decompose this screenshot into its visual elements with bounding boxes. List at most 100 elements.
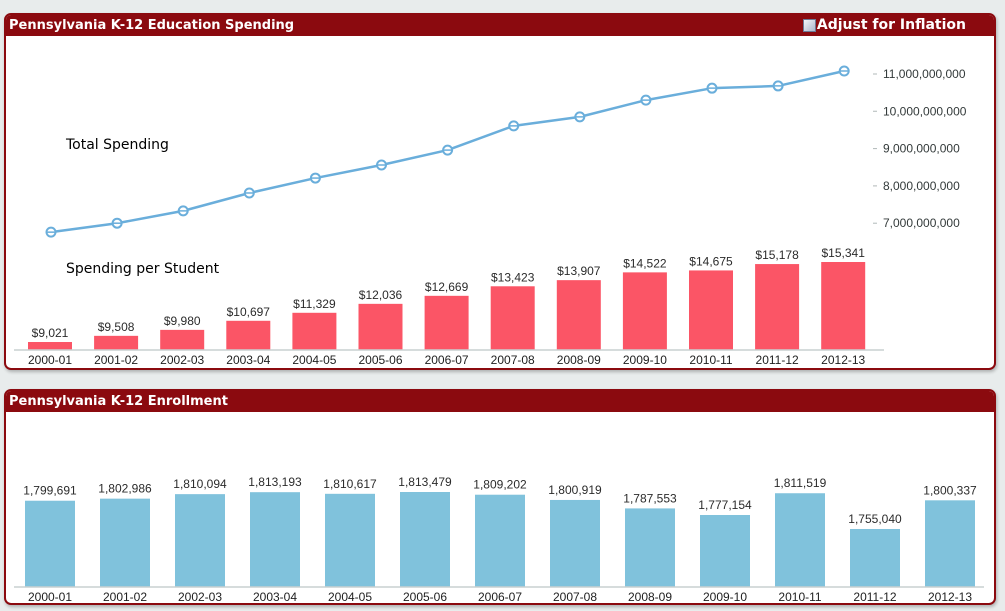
enrollment-data-label: 1,777,154 — [698, 498, 752, 512]
enrollment-category-label: 2004-05 — [328, 590, 372, 603]
enrollment-bar — [25, 500, 75, 587]
spending-per-student-data-label: $9,508 — [98, 320, 135, 334]
enrollment-data-label: 1,755,040 — [848, 512, 902, 526]
enrollment-bars: 1,799,691 1,802,986 1,810,094 1,813,193 1,81… — [23, 475, 977, 587]
spending-category-label: 2011-12 — [756, 353, 799, 367]
spending-per-student-bar — [424, 295, 469, 350]
spending-category-label: 2007-08 — [491, 353, 535, 367]
enrollment-category-label: 2008-09 — [628, 590, 672, 603]
enrollment-bar — [700, 514, 750, 587]
spending-per-student-data-label: $14,675 — [689, 254, 733, 268]
spending-per-student-bar — [28, 342, 72, 350]
spending-panel-header: Pennsylvania K-12 Education Spending Adj… — [6, 15, 994, 36]
spending-panel: Pennsylvania K-12 Education Spending Adj… — [4, 13, 996, 370]
enrollment-bar — [475, 494, 525, 587]
enrollment-bar — [250, 492, 300, 587]
spending-per-student-bar — [226, 320, 271, 350]
spending-category-label: 2003-04 — [226, 353, 270, 367]
spending-per-student-data-label: $10,697 — [227, 305, 271, 319]
spending-category-label: 2009-10 — [623, 353, 667, 367]
enrollment-panel-title: Pennsylvania K-12 Enrollment — [9, 394, 228, 409]
spending-per-student-data-label: $14,522 — [623, 256, 667, 270]
enrollment-data-label: 1,802,986 — [98, 482, 152, 496]
total-spending-y-axis: 7,000,000,000 8,000,000,000 9,000,000,000 1… — [873, 67, 967, 230]
enrollment-category-label: 2000-01 — [28, 590, 72, 603]
y-axis-tick-label: 10,000,000,000 — [883, 104, 967, 118]
spending-per-student-data-label: $15,178 — [755, 248, 799, 262]
spending-per-student-bar — [358, 303, 403, 350]
spending-per-student-bar — [556, 280, 601, 350]
spending-category-label: 2010-11 — [689, 353, 732, 367]
enrollment-category-label: 2012-13 — [928, 590, 972, 603]
enrollment-data-label: 1,799,691 — [23, 484, 77, 498]
enrollment-bar — [850, 528, 900, 587]
spending-per-student-bar — [292, 312, 337, 350]
enrollment-bar — [925, 500, 975, 587]
enrollment-data-label: 1,813,193 — [248, 475, 302, 489]
enrollment-category-label: 2005-06 — [403, 590, 447, 603]
spending-category-labels: 2000-01 2001-02 2002-03 2003-04 2004-05 2005-… — [28, 353, 866, 367]
spending-per-student-bar — [622, 272, 667, 350]
enrollment-category-label: 2007-08 — [553, 590, 597, 603]
enrollment-bar — [775, 493, 825, 587]
inflation-checkbox[interactable] — [802, 19, 816, 32]
total-spending-line-series — [45, 65, 850, 238]
spending-per-student-data-label: $12,669 — [425, 280, 469, 294]
spending-category-label: 2012-13 — [821, 353, 865, 367]
enrollment-bar — [625, 508, 675, 587]
spending-per-student-data-label: $15,341 — [822, 246, 866, 260]
spending-panel-title: Pennsylvania K-12 Education Spending — [9, 18, 295, 33]
enrollment-category-labels: 2000-01 2001-02 2002-03 2003-04 2004-05 2005-… — [28, 590, 972, 603]
spending-per-student-bar — [689, 270, 733, 350]
enrollment-category-label: 2009-10 — [703, 590, 747, 603]
enrollment-bar — [325, 493, 375, 587]
enrollment-chart: 1,799,691 1,802,986 1,810,094 1,813,193 1,81… — [14, 475, 984, 603]
y-axis-tick-label: 8,000,000,000 — [883, 179, 960, 193]
spending-per-student-data-label: $9,021 — [32, 326, 69, 340]
inflation-toggle-label: Adjust for Inflation — [816, 17, 966, 33]
spending-category-label: 2001-02 — [94, 353, 138, 367]
enrollment-data-label: 1,809,202 — [473, 478, 527, 492]
y-axis-tick-label: 11,000,000,000 — [883, 67, 966, 81]
enrollment-bar — [100, 498, 150, 587]
enrollment-category-label: 2001-02 — [103, 590, 147, 603]
enrollment-category-label: 2010-11 — [778, 590, 821, 603]
enrollment-data-label: 1,787,553 — [623, 491, 677, 505]
spending-per-student-series-label: Spending per Student — [66, 261, 220, 277]
enrollment-bar — [550, 499, 600, 587]
spending-chart: 7,000,000,000 8,000,000,000 9,000,000,000 1… — [14, 65, 967, 367]
spending-category-label: 2005-06 — [358, 353, 402, 367]
spending-per-student-bars: $9,021 $9,508 $9,980 $10,697 $11,329 $12,036 $… — [28, 246, 865, 350]
enrollment-data-label: 1,811,519 — [774, 476, 827, 490]
enrollment-data-label: 1,800,337 — [923, 483, 977, 497]
spending-per-student-data-label: $12,036 — [359, 288, 403, 302]
enrollment-bar — [175, 494, 225, 587]
adjust-for-inflation-toggle[interactable]: Adjust for Inflation — [802, 15, 966, 36]
spending-per-student-data-label: $13,907 — [557, 264, 601, 278]
y-axis-tick-label: 9,000,000,000 — [883, 142, 960, 156]
enrollment-data-label: 1,810,617 — [323, 477, 377, 491]
enrollment-bar — [400, 492, 450, 587]
spending-category-label: 2006-07 — [425, 353, 469, 367]
spending-category-label: 2008-09 — [557, 353, 601, 367]
enrollment-category-label: 2003-04 — [253, 590, 297, 603]
enrollment-panel: Pennsylvania K-12 Enrollment 1,799,691 1,… — [4, 389, 996, 605]
enrollment-data-label: 1,800,919 — [548, 483, 602, 497]
spending-per-student-data-label: $9,980 — [164, 314, 201, 328]
spending-per-student-data-label: $13,423 — [491, 270, 535, 284]
spending-per-student-bar — [821, 262, 866, 350]
spending-category-label: 2002-03 — [160, 353, 204, 367]
enrollment-data-label: 1,813,479 — [398, 475, 452, 489]
spending-per-student-bar — [160, 329, 205, 350]
spending-category-label: 2000-01 — [28, 353, 72, 367]
enrollment-category-label: 2002-03 — [178, 590, 222, 603]
enrollment-panel-header: Pennsylvania K-12 Enrollment — [6, 391, 994, 412]
enrollment-data-label: 1,810,094 — [173, 477, 227, 491]
enrollment-category-label: 2006-07 — [478, 590, 522, 603]
spending-category-label: 2004-05 — [292, 353, 336, 367]
spending-per-student-data-label: $11,329 — [293, 297, 336, 311]
spending-per-student-bar — [490, 286, 535, 350]
y-axis-tick-label: 7,000,000,000 — [883, 216, 960, 230]
total-spending-series-label: Total Spending — [65, 137, 169, 153]
spending-per-student-bar — [755, 264, 800, 350]
